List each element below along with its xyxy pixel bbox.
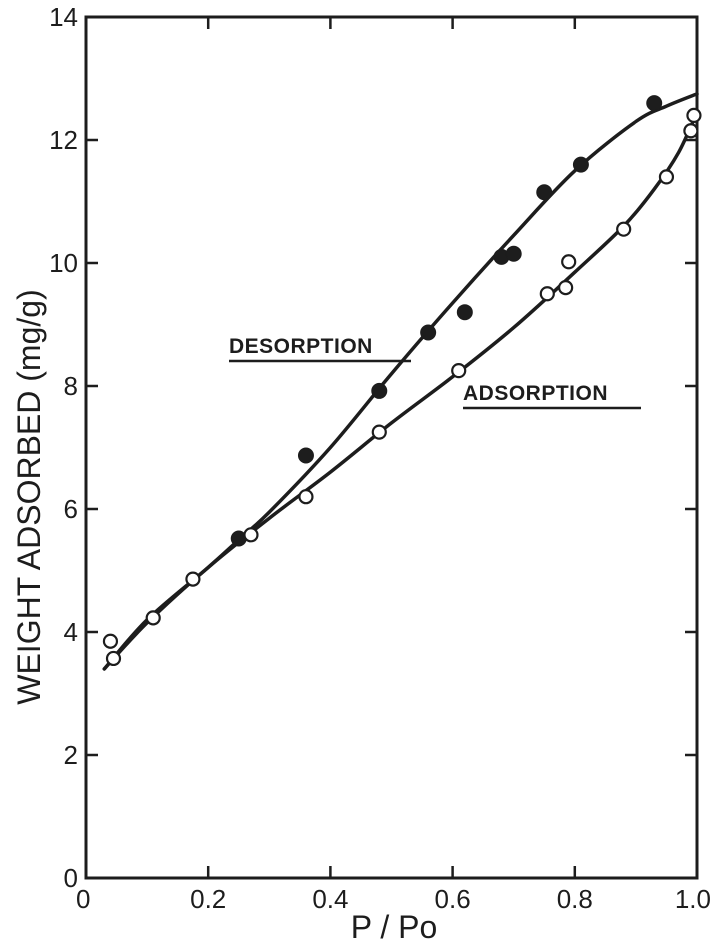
desorption-label: DESORPTION [229, 335, 411, 363]
y-tick-label: 0 [64, 863, 78, 893]
desorption-point [646, 95, 663, 112]
adsorption-point [371, 424, 387, 440]
x-tick-label: 0.4 [312, 884, 348, 914]
adsorption-point [539, 286, 555, 302]
desorption-point [297, 447, 314, 464]
y-tick-label: 6 [64, 494, 78, 524]
x-axis-title: P / Po [351, 909, 438, 945]
x-tick-label: 0.8 [557, 884, 593, 914]
y-axis-title: WEIGHT ADSORBED (mg/g) [11, 289, 47, 704]
adsorption-point [451, 363, 467, 379]
x-tick-label: 0 [76, 884, 90, 914]
adsorption-point [561, 254, 577, 270]
desorption-point [572, 156, 589, 173]
y-tick-label: 10 [49, 248, 78, 278]
adsorption-point [102, 633, 119, 649]
x-tick-label: 0.6 [435, 884, 471, 914]
x-tick-label: 0.2 [190, 884, 226, 914]
plot-frame [84, 15, 699, 880]
fitted-curves [102, 92, 699, 671]
adsorption-label: ADSORPTION [463, 382, 641, 410]
adsorption-point [683, 123, 699, 139]
adsorption-point [145, 610, 161, 626]
desorption-label-text: DESORPTION [229, 335, 373, 358]
y-tick-label: 14 [49, 2, 78, 32]
adsorption-curve [102, 110, 699, 671]
plot-border [84, 15, 699, 880]
adsorption-point [105, 650, 122, 667]
y-axis-ticks: 0 2 4 6 8 10 12 14 [49, 2, 697, 893]
adsorption-point [658, 169, 675, 185]
desorption-point [505, 245, 522, 262]
data-points [102, 95, 702, 667]
adsorption-point [686, 107, 702, 124]
adsorption-label-text: ADSORPTION [463, 382, 608, 405]
y-tick-label: 4 [64, 617, 78, 647]
x-axis-ticks: 0 0.2 0.4 0.6 0.8 1.0 [76, 17, 711, 914]
y-tick-label: 12 [49, 125, 78, 155]
y-tick-label: 8 [64, 371, 78, 401]
adsorption-point [616, 221, 632, 237]
desorption-point [456, 304, 473, 321]
adsorption-point [185, 571, 201, 587]
desorption-point [420, 324, 437, 341]
desorption-point [371, 382, 388, 399]
y-tick-label: 2 [64, 740, 78, 770]
adsorption-point [298, 489, 314, 505]
adsorption-point [558, 280, 574, 296]
adsorption-point [243, 527, 259, 543]
desorption-point [536, 184, 553, 201]
x-tick-label: 1.0 [675, 884, 711, 914]
